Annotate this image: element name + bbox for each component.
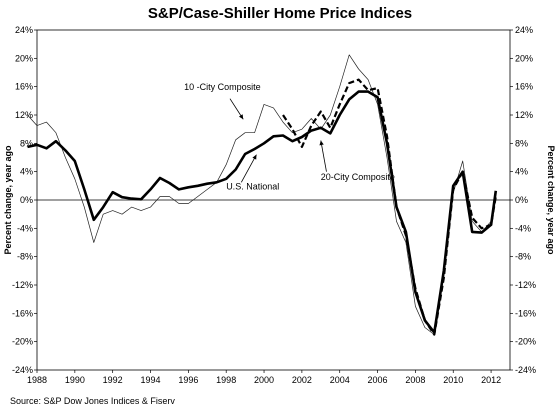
left-tick-label: -16% [12,308,33,318]
annotation-label: 20-City Composite [321,172,395,182]
series-line-20-city-composite [282,78,497,336]
annotation-arrowhead [238,114,244,120]
x-tick-label: 2004 [330,375,350,385]
right-tick-label: -24% [515,365,536,375]
right-tick-label: 8% [515,138,528,148]
left-tick-label: -12% [12,280,33,290]
right-tick-label: 24% [515,25,533,35]
left-tick-label: 24% [15,25,33,35]
right-y-axis-label: Percent change, year ago [546,145,556,255]
x-tick-label: 1996 [178,375,198,385]
right-tick-label: -16% [515,308,536,318]
left-tick-label: -24% [12,365,33,375]
annotation-label: 10 -City Composite [184,82,261,92]
x-tick-label: 1998 [216,375,236,385]
x-tick-label: 2006 [368,375,388,385]
source-note: Source: S&P Dow Jones Indices & Fiserv [10,396,175,406]
x-tick-label: 2012 [481,375,501,385]
annotation-arrowhead [252,154,257,160]
right-tick-label: -8% [515,252,531,262]
right-tick-label: -4% [515,223,531,233]
x-tick-label: 1988 [27,375,47,385]
x-axis-ticks: 1988 1990 1992 1994 1996 1998 2000 2002 2004 2006… [27,370,501,385]
right-axis-ticks: 24% 20% 16% 12% 8% 4% 0% -4% -8% -12% -16% -20% -24% [510,25,536,375]
annotation-label: U.S. National [226,181,279,191]
series-layer [27,54,498,336]
left-tick-label: 8% [20,138,33,148]
x-tick-label: 2000 [254,375,274,385]
series-line-u-s-national [27,90,498,334]
right-tick-label: 12% [515,110,533,120]
left-y-axis-label: Percent change, year ago [3,145,13,255]
x-tick-label: 1994 [141,375,161,385]
left-tick-label: 16% [15,82,33,92]
left-tick-label: -20% [12,337,33,347]
right-tick-label: 4% [515,167,528,177]
series-line-10-city-composite [27,54,497,335]
right-tick-label: 16% [515,82,533,92]
x-tick-label: 1992 [103,375,123,385]
left-tick-label: 12% [15,110,33,120]
left-tick-label: 4% [20,167,33,177]
annotation-arrow [240,154,257,183]
left-tick-label: -4% [17,223,33,233]
left-tick-label: 0% [20,195,33,205]
left-axis-ticks: 24% 20% 16% 12% 8% 4% 0% -4% -8% -12% -16% -20% -24% [12,25,37,375]
left-tick-label: 20% [15,53,33,63]
annotation-layer: 10 -City Composite U.S. National 20-City C… [184,82,395,191]
right-tick-label: 20% [515,53,533,63]
chart-title: S&P/Case-Shiller Home Price Indices [148,5,412,22]
x-tick-label: 2010 [443,375,463,385]
left-tick-label: -8% [17,252,33,262]
annotation-arrowhead [319,140,324,146]
x-tick-label: 1990 [65,375,85,385]
x-tick-label: 2008 [405,375,425,385]
right-tick-label: -12% [515,280,536,290]
right-tick-label: 0% [515,195,528,205]
x-tick-label: 2002 [292,375,312,385]
right-tick-label: -20% [515,337,536,347]
annotation-arrow [320,140,327,172]
